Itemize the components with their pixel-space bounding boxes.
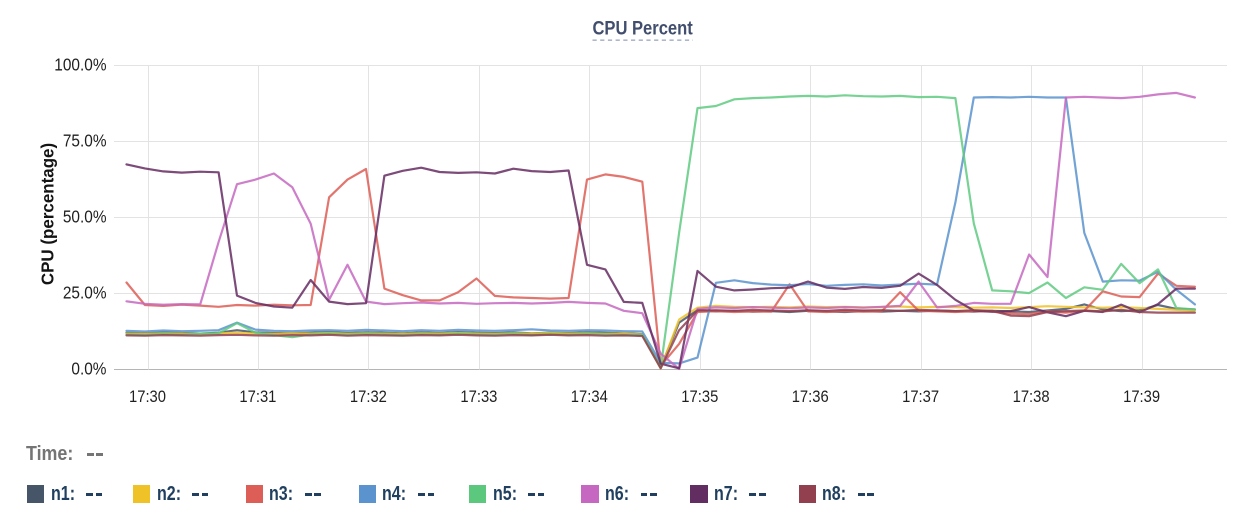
svg-text:17:38: 17:38 (1013, 388, 1050, 406)
svg-text:17:37: 17:37 (902, 388, 939, 406)
svg-text:17:32: 17:32 (350, 388, 387, 406)
svg-text:17:39: 17:39 (1123, 388, 1160, 406)
svg-text:100.0%: 100.0% (54, 56, 107, 75)
svg-text:CPU Percent: CPU Percent (592, 17, 692, 39)
svg-text:25.0%: 25.0% (63, 284, 107, 303)
svg-text:75.0%: 75.0% (63, 132, 107, 151)
svg-text:0.0%: 0.0% (71, 360, 106, 379)
svg-text:17:30: 17:30 (129, 388, 166, 406)
svg-text:50.0%: 50.0% (63, 208, 107, 227)
svg-text:CPU (percentage): CPU (percentage) (37, 143, 57, 285)
svg-text:17:33: 17:33 (460, 388, 497, 406)
svg-text:17:34: 17:34 (571, 388, 608, 406)
svg-text:17:36: 17:36 (792, 388, 829, 406)
svg-text:17:35: 17:35 (681, 388, 718, 406)
svg-text:17:31: 17:31 (239, 388, 276, 406)
